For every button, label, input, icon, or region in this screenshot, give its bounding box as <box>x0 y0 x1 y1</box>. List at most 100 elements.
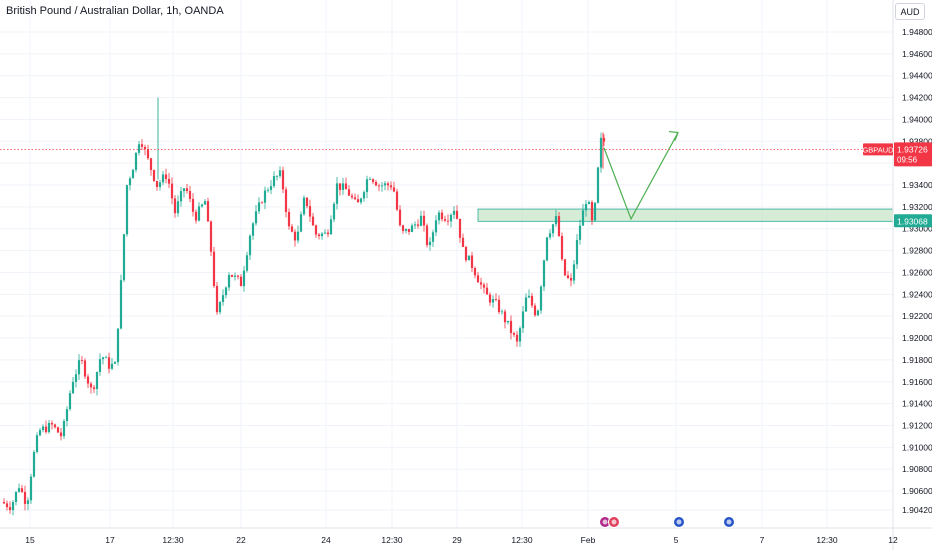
candle <box>326 229 330 238</box>
candle <box>332 201 336 223</box>
candle <box>188 185 192 203</box>
candle <box>146 144 150 161</box>
candle <box>98 353 102 376</box>
candle <box>197 202 201 222</box>
candle <box>329 215 333 235</box>
candle <box>140 139 144 150</box>
candle <box>290 223 294 233</box>
candle <box>323 229 327 235</box>
y-tick-label: 1.93000 <box>902 224 932 234</box>
svg-text:1.93726: 1.93726 <box>897 144 928 154</box>
candle <box>113 361 117 365</box>
candle <box>377 183 381 192</box>
candle <box>296 225 300 244</box>
y-tick-label: 1.91800 <box>902 355 932 365</box>
candle <box>407 228 411 235</box>
y-tick-label: 1.91600 <box>902 377 932 387</box>
candle <box>80 355 84 365</box>
candle <box>284 186 288 218</box>
candle <box>527 289 531 299</box>
candle <box>398 205 402 227</box>
candle <box>383 180 387 191</box>
candle <box>473 266 477 279</box>
candle <box>242 265 246 292</box>
candle <box>158 179 162 191</box>
candle <box>590 200 594 225</box>
candle <box>23 485 27 511</box>
candle <box>587 200 591 205</box>
y-tick-label: 1.92800 <box>902 246 932 256</box>
candle <box>302 195 306 216</box>
candle <box>395 188 399 212</box>
y-tick-label: 1.94400 <box>902 71 932 81</box>
price-axis[interactable]: 1.94800 1.94600 1.94400 1.94200 1.94000 1.938… <box>892 0 932 550</box>
svg-text:1.93068: 1.93068 <box>897 216 928 226</box>
candle <box>491 295 495 308</box>
candle <box>5 500 9 511</box>
candle <box>518 326 522 347</box>
candle <box>101 356 105 365</box>
candle <box>341 177 345 195</box>
candle <box>368 176 372 181</box>
candle <box>221 289 225 306</box>
flag-au-icon[interactable] <box>673 516 685 528</box>
candle <box>422 210 426 232</box>
candle <box>485 283 489 295</box>
candle <box>470 251 474 273</box>
candle <box>362 190 366 202</box>
candle <box>86 373 90 389</box>
y-tick-label: 1.91200 <box>902 420 932 430</box>
x-tick-label: 12:30 <box>816 535 838 545</box>
candle <box>530 292 534 309</box>
candle <box>305 197 309 209</box>
candle <box>494 293 498 302</box>
candle <box>479 277 483 290</box>
flag-au-icon[interactable] <box>723 516 735 528</box>
projection-arrow <box>603 130 679 221</box>
y-tick-label: 1.92200 <box>902 311 932 321</box>
candle <box>227 272 231 291</box>
candle <box>287 208 291 230</box>
candle <box>245 251 249 273</box>
candle <box>569 273 573 287</box>
currency-button[interactable]: AUD <box>895 3 925 20</box>
candle <box>239 274 243 287</box>
candle <box>74 369 78 388</box>
candle <box>359 197 363 205</box>
y-tick-label: 1.92400 <box>902 289 932 299</box>
candle <box>371 178 375 185</box>
candle <box>107 352 111 374</box>
candle <box>578 219 582 245</box>
candle <box>497 295 501 315</box>
support-zone <box>477 208 894 222</box>
economic-event-icon[interactable] <box>599 516 611 528</box>
symbol-tag: GBPAUD <box>862 143 894 156</box>
economic-event-icon[interactable] <box>608 516 620 528</box>
candle <box>47 419 51 434</box>
candle <box>119 274 123 330</box>
x-tick-label: 22 <box>236 535 246 545</box>
candle <box>455 205 459 220</box>
x-tick-label: 5 <box>674 535 679 545</box>
svg-text:09:56: 09:56 <box>897 155 918 164</box>
candle <box>458 218 462 243</box>
candle <box>254 205 258 226</box>
candle <box>233 272 237 281</box>
candle <box>95 371 99 396</box>
candle <box>20 485 24 494</box>
candle <box>179 186 183 207</box>
candle <box>71 377 75 395</box>
candle <box>53 423 57 429</box>
candle <box>317 232 321 240</box>
candle <box>92 385 96 393</box>
time-axis[interactable]: 15 17 12:30 22 24 12:30 29 12:30 Feb 5 7 12:30 12 <box>0 527 932 545</box>
candle <box>500 309 504 315</box>
candle <box>266 187 270 193</box>
chart-title: British Pound / Australian Dollar, 1h, O… <box>6 5 224 17</box>
candle <box>263 186 267 210</box>
candle <box>434 215 438 237</box>
y-tick-label: 1.90800 <box>902 464 932 474</box>
candle <box>560 232 564 261</box>
candle <box>557 211 561 237</box>
